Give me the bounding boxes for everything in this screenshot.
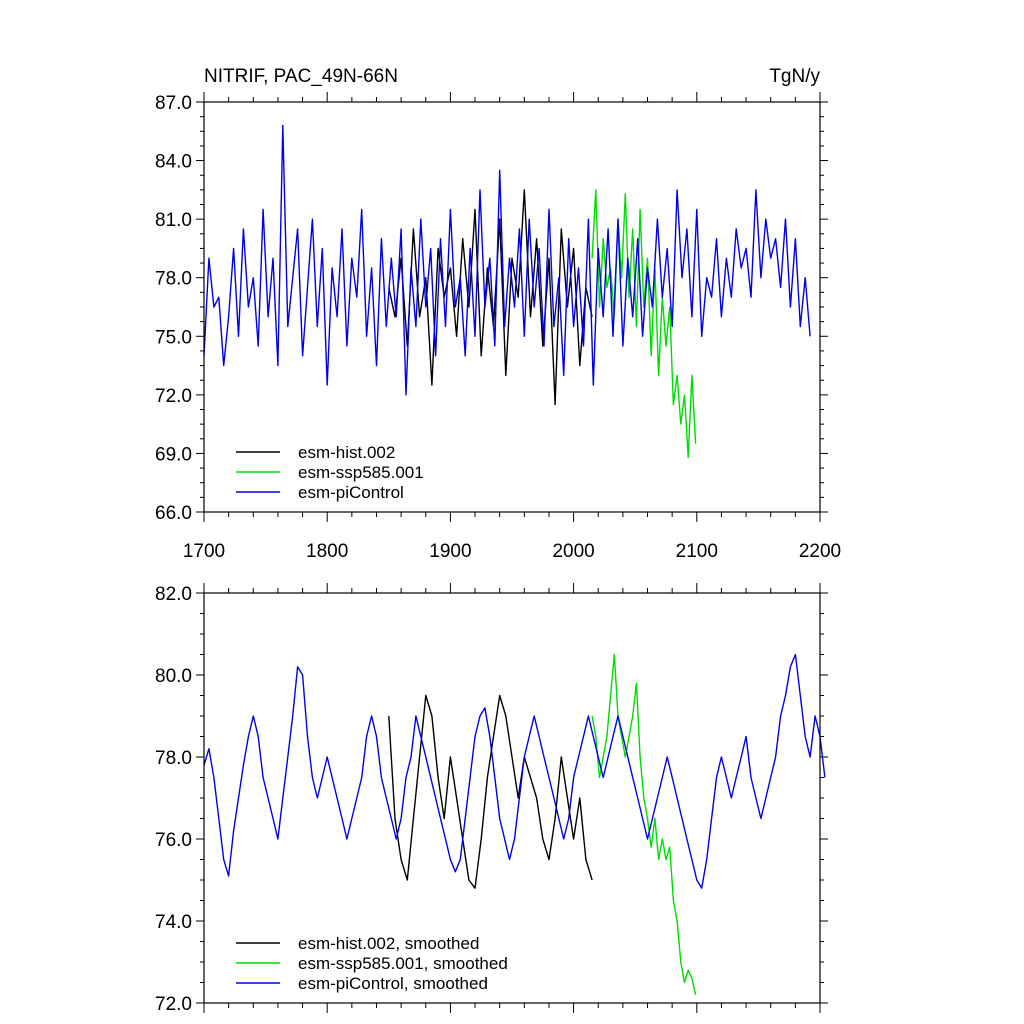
x-tick-label: 2000	[552, 541, 594, 562]
y-tick-label: 72.0	[155, 994, 192, 1015]
units-label: TgN/y	[769, 66, 820, 87]
y-tick-label: 81.0	[155, 210, 192, 231]
bottom-plot-frame	[203, 592, 821, 1004]
y-tick-label: 82.0	[155, 584, 192, 605]
y-tick-label: 72.0	[155, 386, 192, 407]
x-tick-label: 1900	[429, 541, 471, 562]
bottom-ticks: 72.0 74.0 76.0 78.0 80.0 82.0	[155, 583, 828, 1015]
bottom-series-group	[203, 653, 826, 995]
y-tick-label: 78.0	[155, 269, 192, 290]
legend-label-1: esm-ssp585.001	[298, 463, 424, 482]
series-line-0	[388, 189, 593, 406]
y-tick-label: 69.0	[155, 444, 192, 465]
y-tick-label: 66.0	[155, 503, 192, 524]
series-line-2	[203, 653, 826, 889]
legend-label-1: esm-ssp585.001, smoothed	[298, 954, 508, 973]
y-tick-label: 87.0	[155, 93, 192, 114]
bottom-panel: 72.0 74.0 76.0 78.0 80.0 82.0 esm-hist.002, s…	[155, 583, 828, 1015]
top-ticks: 66.0 69.0 72.0 75.0 78.0 81.0 84.0 87.0 1700 1800…	[155, 92, 841, 562]
top-panel: NITRIF, PAC_49N-66N TgN/y 66.0 69.0 72.0 75…	[155, 66, 841, 562]
legend-label-2: esm-piControl	[298, 483, 404, 502]
top-plot-frame	[203, 101, 821, 513]
y-tick-label: 80.0	[155, 666, 192, 687]
y-tick-label: 78.0	[155, 748, 192, 769]
legend-label-0: esm-hist.002	[298, 443, 395, 462]
y-tick-label: 76.0	[155, 830, 192, 851]
top-series-group	[203, 124, 811, 458]
legend-label-2: esm-piControl, smoothed	[298, 974, 488, 993]
y-tick-label: 74.0	[155, 912, 192, 933]
x-tick-label: 2100	[676, 541, 718, 562]
y-tick-label: 75.0	[155, 327, 192, 348]
series-line-0	[388, 694, 593, 889]
series-line-1	[591, 653, 697, 995]
legend-label-0: esm-hist.002, smoothed	[298, 934, 479, 953]
series-line-2	[203, 124, 811, 396]
series-line-1	[591, 189, 697, 458]
x-tick-label: 2200	[799, 541, 841, 562]
x-tick-label: 1800	[306, 541, 348, 562]
chart-title: NITRIF, PAC_49N-66N	[204, 66, 398, 87]
y-tick-label: 84.0	[155, 152, 192, 173]
x-tick-label: 1700	[183, 541, 225, 562]
